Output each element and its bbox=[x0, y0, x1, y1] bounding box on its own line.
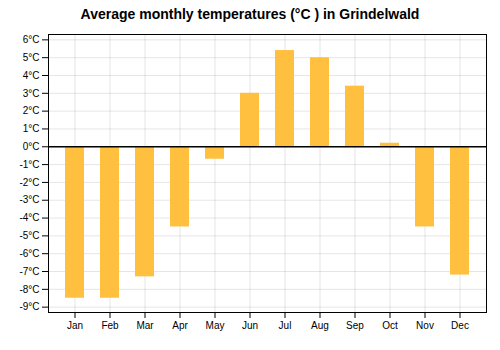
svg-text:-4°C: -4°C bbox=[19, 212, 39, 223]
svg-text:Mar: Mar bbox=[136, 320, 154, 331]
svg-text:Jul: Jul bbox=[279, 320, 292, 331]
svg-text:Dec: Dec bbox=[451, 320, 469, 331]
svg-text:-9°C: -9°C bbox=[19, 301, 39, 312]
svg-text:-5°C: -5°C bbox=[19, 230, 39, 241]
svg-text:-6°C: -6°C bbox=[19, 248, 39, 259]
svg-text:Aug: Aug bbox=[311, 320, 329, 331]
svg-text:6°C: 6°C bbox=[23, 34, 40, 45]
svg-text:4°C: 4°C bbox=[23, 70, 40, 81]
svg-text:Jan: Jan bbox=[67, 320, 83, 331]
svg-text:-3°C: -3°C bbox=[19, 194, 39, 205]
svg-text:Nov: Nov bbox=[416, 320, 434, 331]
svg-text:Feb: Feb bbox=[101, 320, 119, 331]
svg-text:-7°C: -7°C bbox=[19, 266, 39, 277]
svg-text:Sep: Sep bbox=[346, 320, 364, 331]
svg-text:-2°C: -2°C bbox=[19, 177, 39, 188]
svg-text:-8°C: -8°C bbox=[19, 284, 39, 295]
html-text:Average monthly temperatures (: Average monthly temperatures (°C ) in Gr… bbox=[80, 6, 420, 22]
svg-text:Oct: Oct bbox=[382, 320, 398, 331]
svg-text:1°C: 1°C bbox=[23, 123, 40, 134]
svg-text:2°C: 2°C bbox=[23, 105, 40, 116]
svg-text:Jun: Jun bbox=[242, 320, 258, 331]
svg-text:3°C: 3°C bbox=[23, 88, 40, 99]
svg-text:-1°C: -1°C bbox=[19, 159, 39, 170]
svg-text:5°C: 5°C bbox=[23, 52, 40, 63]
svg-text:0°C: 0°C bbox=[23, 141, 40, 152]
svg-text:Apr: Apr bbox=[172, 320, 188, 331]
svg-text:May: May bbox=[206, 320, 225, 331]
